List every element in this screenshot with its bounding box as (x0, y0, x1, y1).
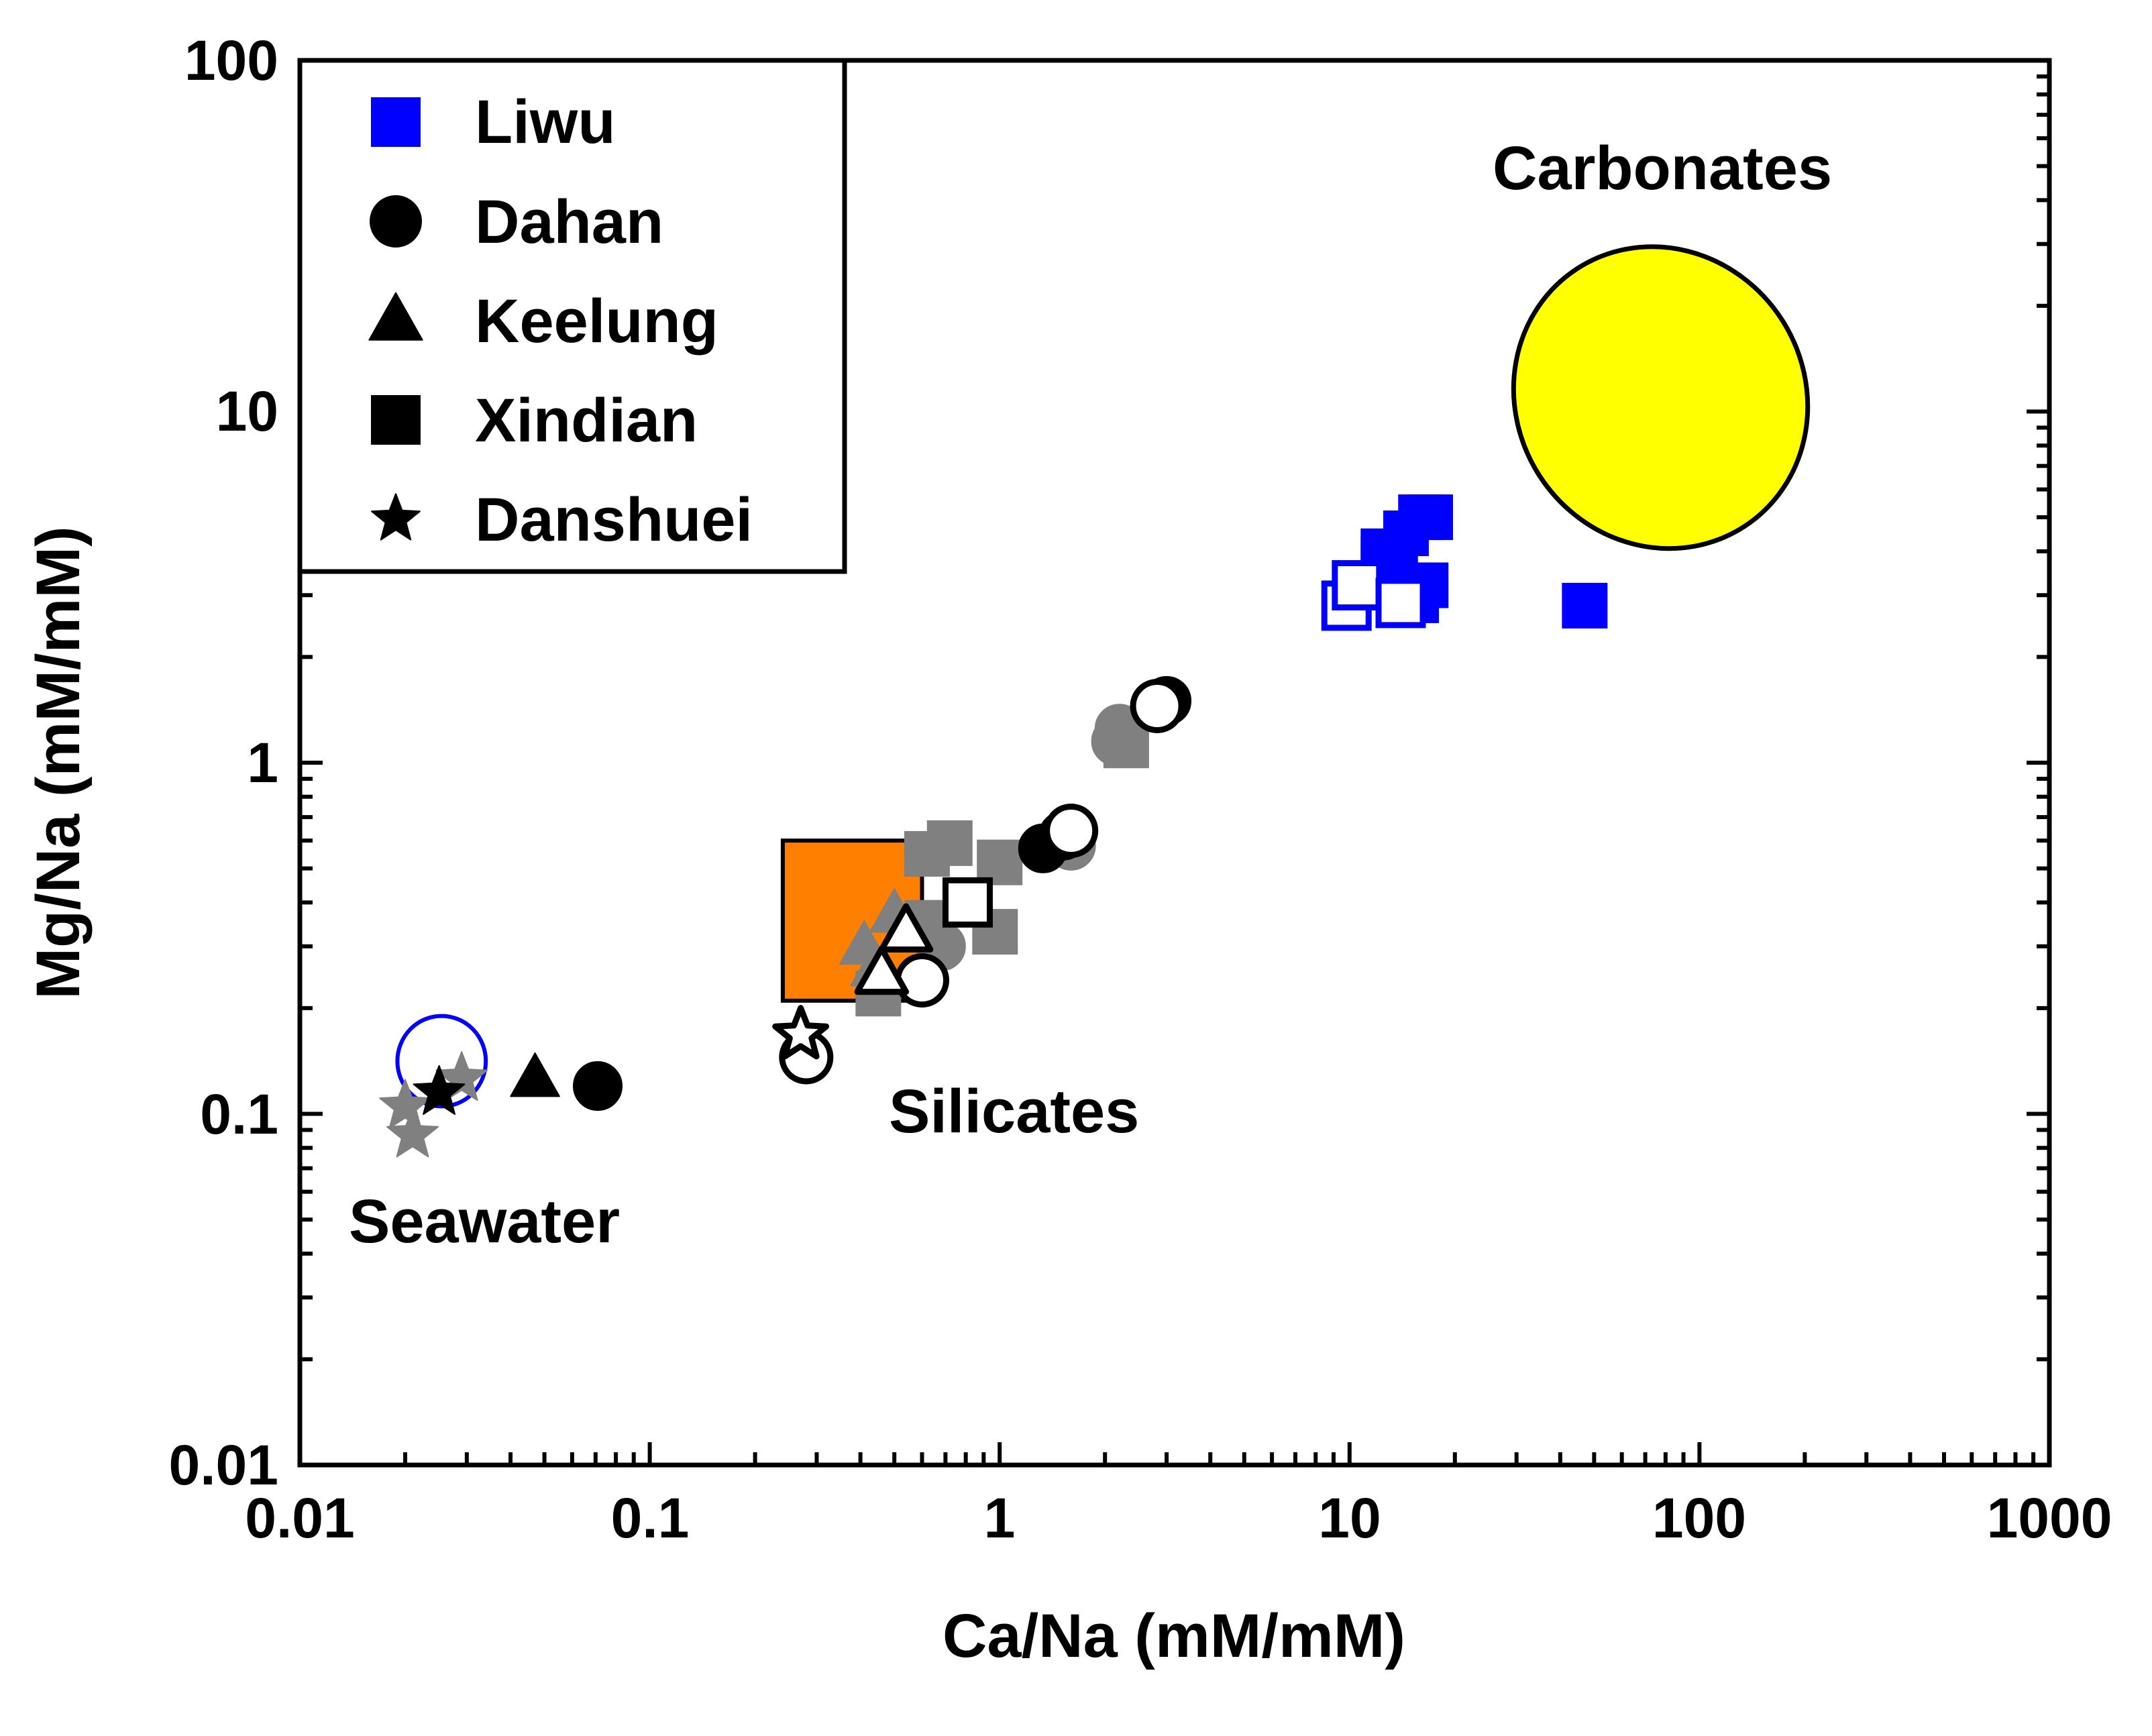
legend-label-danshuei: Danshuei (475, 486, 753, 554)
point-liwu-open-2 (1375, 578, 1426, 629)
y-axis-title: Mg/Na (mM/mM) (24, 526, 93, 999)
point-dahan-open-1 (1044, 803, 1099, 858)
point-dahan-open-0 (1130, 679, 1185, 734)
point-keelung-open-1 (854, 945, 910, 995)
legend-marker-xindian (371, 395, 421, 445)
region-seawater (395, 1014, 488, 1109)
point-liwu-filled-9 (1562, 582, 1608, 629)
point-dahan-open-2 (894, 953, 949, 1008)
point-danshuei-black-0 (413, 1065, 466, 1115)
x-axis-title: Ca/Na (mM/mM) (943, 1602, 1405, 1670)
annotation-carbonates: Carbonates (1493, 134, 1832, 203)
x-tick-label-1000: 1000 (1987, 1486, 2112, 1550)
point-dahan-black-0 (573, 1061, 623, 1111)
point-danshuei-gray-1 (386, 1107, 439, 1158)
point-xindian-gray-1 (904, 830, 950, 877)
x-tick-label-1: 1 (984, 1486, 1016, 1550)
y-tick-label-10: 10 (216, 380, 278, 443)
point-keelung-black-0 (510, 1052, 560, 1097)
y-tick-label-1: 1 (247, 731, 278, 794)
region-carbonates (1511, 244, 1811, 551)
plot-frame (297, 58, 2052, 1468)
legend-marker-keelung (368, 292, 423, 341)
legend-label-liwu: Liwu (475, 88, 616, 156)
point-xindian-open-0 (942, 877, 993, 928)
x-tick-label-0.01: 0.01 (245, 1486, 355, 1550)
annotation-silicates: Silicates (889, 1077, 1139, 1146)
legend-label-dahan: Dahan (475, 188, 663, 256)
legend: Liwu Dahan Keelung Xindian Danshuei (297, 58, 847, 574)
point-liwu-filled-3 (1407, 494, 1454, 541)
y-tick-label-0.01: 0.01 (169, 1433, 279, 1497)
point-liwu-open-1 (1332, 560, 1383, 611)
legend-marker-dahan (370, 195, 422, 248)
point-keelung-open-0 (878, 903, 934, 953)
legend-label-keelung: Keelung (475, 287, 718, 356)
y-tick-label-100: 100 (184, 29, 278, 92)
point-xindian-gray-2 (977, 839, 1023, 885)
point-danshuei-gray-2 (435, 1051, 488, 1101)
x-tick-label-0.1: 0.1 (611, 1486, 690, 1550)
point-danshuei-gray-0 (379, 1079, 431, 1129)
x-tick-label-100: 100 (1652, 1486, 1746, 1550)
legend-marker-danshuei (371, 493, 421, 541)
legend-marker-liwu (371, 97, 421, 147)
annotation-seawater: Seawater (349, 1187, 620, 1256)
point-danshuei-open-0 (772, 1005, 829, 1060)
legend-label-xindian: Xindian (475, 386, 698, 455)
y-tick-label-0.1: 0.1 (200, 1083, 278, 1146)
points-layer (379, 494, 1608, 1158)
point-dahan-gray-1 (1091, 716, 1141, 767)
legend-markers (368, 97, 423, 541)
x-tick-label-10: 10 (1318, 1486, 1381, 1550)
